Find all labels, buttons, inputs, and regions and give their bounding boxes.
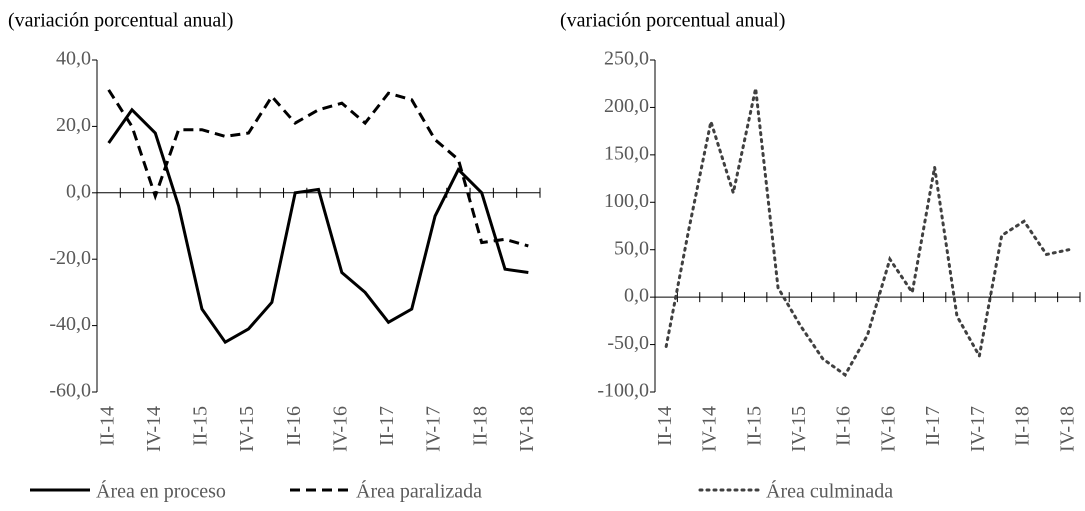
y-tick-label: -20,0 bbox=[49, 247, 91, 269]
y-tick-label: 50,0 bbox=[614, 237, 649, 259]
x-tick-label: II-16 bbox=[833, 406, 855, 446]
subtitle: (variación porcentual anual) bbox=[8, 10, 233, 32]
y-tick-label: 0,0 bbox=[66, 180, 91, 202]
x-tick-label: II-15 bbox=[743, 406, 765, 446]
x-tick-label: II-18 bbox=[469, 406, 491, 446]
x-tick-label: IV-17 bbox=[967, 406, 989, 452]
y-tick-label: 200,0 bbox=[604, 95, 649, 117]
x-tick-label: IV-16 bbox=[877, 406, 899, 452]
y-tick-label: 250,0 bbox=[604, 48, 649, 70]
y-tick-label: 0,0 bbox=[624, 285, 649, 307]
y-tick-label: -40,0 bbox=[49, 313, 91, 335]
x-tick-label: IV-15 bbox=[788, 406, 810, 452]
x-tick-label: II-14 bbox=[96, 406, 118, 446]
series-line bbox=[107, 89, 529, 248]
subtitle: (variación porcentual anual) bbox=[560, 10, 785, 32]
x-tick-label: IV-15 bbox=[236, 406, 258, 452]
y-tick-label: -100,0 bbox=[597, 380, 649, 402]
series-line bbox=[107, 107, 529, 345]
x-tick-label: II-14 bbox=[654, 406, 676, 446]
y-tick-label: 150,0 bbox=[604, 142, 649, 164]
x-tick-label: II-18 bbox=[1012, 406, 1034, 446]
y-tick-label: 40,0 bbox=[56, 48, 91, 70]
y-tick-label: -50,0 bbox=[607, 332, 649, 354]
y-tick-label: 100,0 bbox=[604, 190, 649, 212]
x-tick-label: IV-14 bbox=[143, 406, 165, 452]
x-tick-label: IV-18 bbox=[516, 406, 538, 452]
legend-label: Área paralizada bbox=[356, 480, 482, 503]
x-tick-label: IV-14 bbox=[699, 406, 721, 452]
y-tick-label: -60,0 bbox=[49, 380, 91, 402]
x-tick-label: II-15 bbox=[190, 406, 212, 446]
x-tick-label: IV-18 bbox=[1056, 406, 1078, 452]
y-tick-label: 20,0 bbox=[56, 114, 91, 136]
x-tick-label: II-17 bbox=[376, 406, 398, 446]
x-tick-label: II-16 bbox=[283, 406, 305, 446]
x-tick-label: IV-16 bbox=[329, 406, 351, 452]
x-tick-label: IV-17 bbox=[423, 406, 445, 452]
x-tick-label: II-17 bbox=[922, 406, 944, 446]
legend-label: Área en proceso bbox=[96, 480, 226, 503]
series-line bbox=[664, 88, 1071, 378]
legend-label: Área culminada bbox=[766, 480, 893, 503]
